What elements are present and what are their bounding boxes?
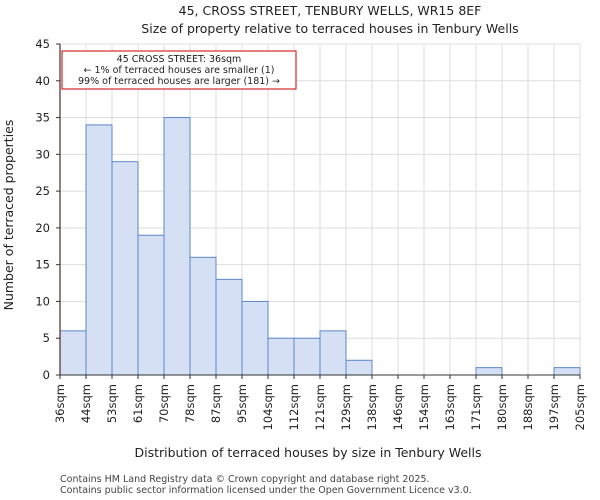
x-tick-label: 36sqm — [53, 384, 67, 423]
y-tick-label: 20 — [35, 221, 50, 235]
bar — [267, 337, 295, 376]
x-tick-label: 154sqm — [417, 384, 431, 430]
axes — [56, 43, 581, 379]
x-tick-label: 180sqm — [495, 384, 509, 430]
x-tick-label: 146sqm — [391, 384, 405, 430]
bar — [137, 234, 165, 376]
bar — [553, 367, 581, 376]
x-tick-labels: 36sqm 44sqm 53sqm 61sqm 70sqm 78sqm 87sqm 95sqm… — [53, 384, 587, 430]
x-tick-label: 61sqm — [131, 384, 145, 423]
y-tick-label: 45 — [35, 37, 50, 51]
chart-subtitle: Size of property relative to terraced ho… — [141, 21, 518, 36]
x-tick-label: 104sqm — [261, 384, 275, 430]
x-tick-label: 138sqm — [365, 384, 379, 430]
annotation-line-1: 45 CROSS STREET: 36sqm — [117, 54, 242, 65]
x-tick-label: 205sqm — [573, 384, 587, 430]
x-tick-label: 188sqm — [521, 384, 535, 430]
y-tick-label: 5 — [43, 331, 50, 345]
bar — [345, 359, 373, 376]
bar — [319, 330, 347, 376]
chart-title: 45, CROSS STREET, TENBURY WELLS, WR15 8E… — [179, 3, 482, 18]
x-tick-label: 44sqm — [79, 384, 93, 423]
x-tick-label: 112sqm — [287, 384, 301, 430]
bar — [215, 278, 243, 376]
x-tick-label: 171sqm — [469, 384, 483, 430]
x-tick-label: 197sqm — [547, 384, 561, 430]
bars — [59, 117, 581, 376]
bar — [85, 124, 113, 376]
x-tick-label: 163sqm — [443, 384, 457, 430]
y-tick-labels: 0 5 10 15 20 25 30 35 40 45 — [35, 37, 50, 382]
x-tick-label: 95sqm — [235, 384, 249, 423]
bar — [475, 367, 503, 376]
annotation-box: 45 CROSS STREET: 36sqm ← 1% of terraced … — [61, 50, 297, 90]
bar — [189, 256, 217, 376]
x-tick-label: 70sqm — [157, 384, 171, 423]
y-tick-label: 25 — [35, 184, 50, 198]
x-tick-label: 129sqm — [339, 384, 353, 430]
bar — [163, 117, 191, 376]
bar — [241, 300, 269, 376]
x-tick-label: 78sqm — [183, 384, 197, 423]
y-tick-label: 15 — [35, 258, 50, 272]
footer-licence: Contains public sector information licen… — [60, 485, 472, 496]
x-tick-label: 53sqm — [105, 384, 119, 423]
annotation-line-3: 99% of terraced houses are larger (181) … — [78, 76, 280, 87]
y-tick-label: 0 — [43, 368, 50, 382]
bar — [59, 330, 87, 376]
y-tick-label: 10 — [35, 294, 50, 308]
footer-copyright: Contains HM Land Registry data © Crown c… — [60, 474, 430, 485]
x-tick-label: 121sqm — [313, 384, 327, 430]
x-tick-label: 87sqm — [209, 384, 223, 423]
y-tick-label: 30 — [35, 147, 50, 161]
y-tick-label: 35 — [35, 111, 50, 125]
bar — [111, 161, 139, 376]
y-axis-label: Number of terraced properties — [1, 120, 16, 311]
y-tick-label: 40 — [35, 74, 50, 88]
bar — [293, 337, 321, 376]
annotation-line-2: ← 1% of terraced houses are smaller (1) — [84, 65, 275, 76]
annotation-border — [61, 50, 297, 90]
x-axis-label: Distribution of terraced houses by size … — [134, 445, 481, 460]
